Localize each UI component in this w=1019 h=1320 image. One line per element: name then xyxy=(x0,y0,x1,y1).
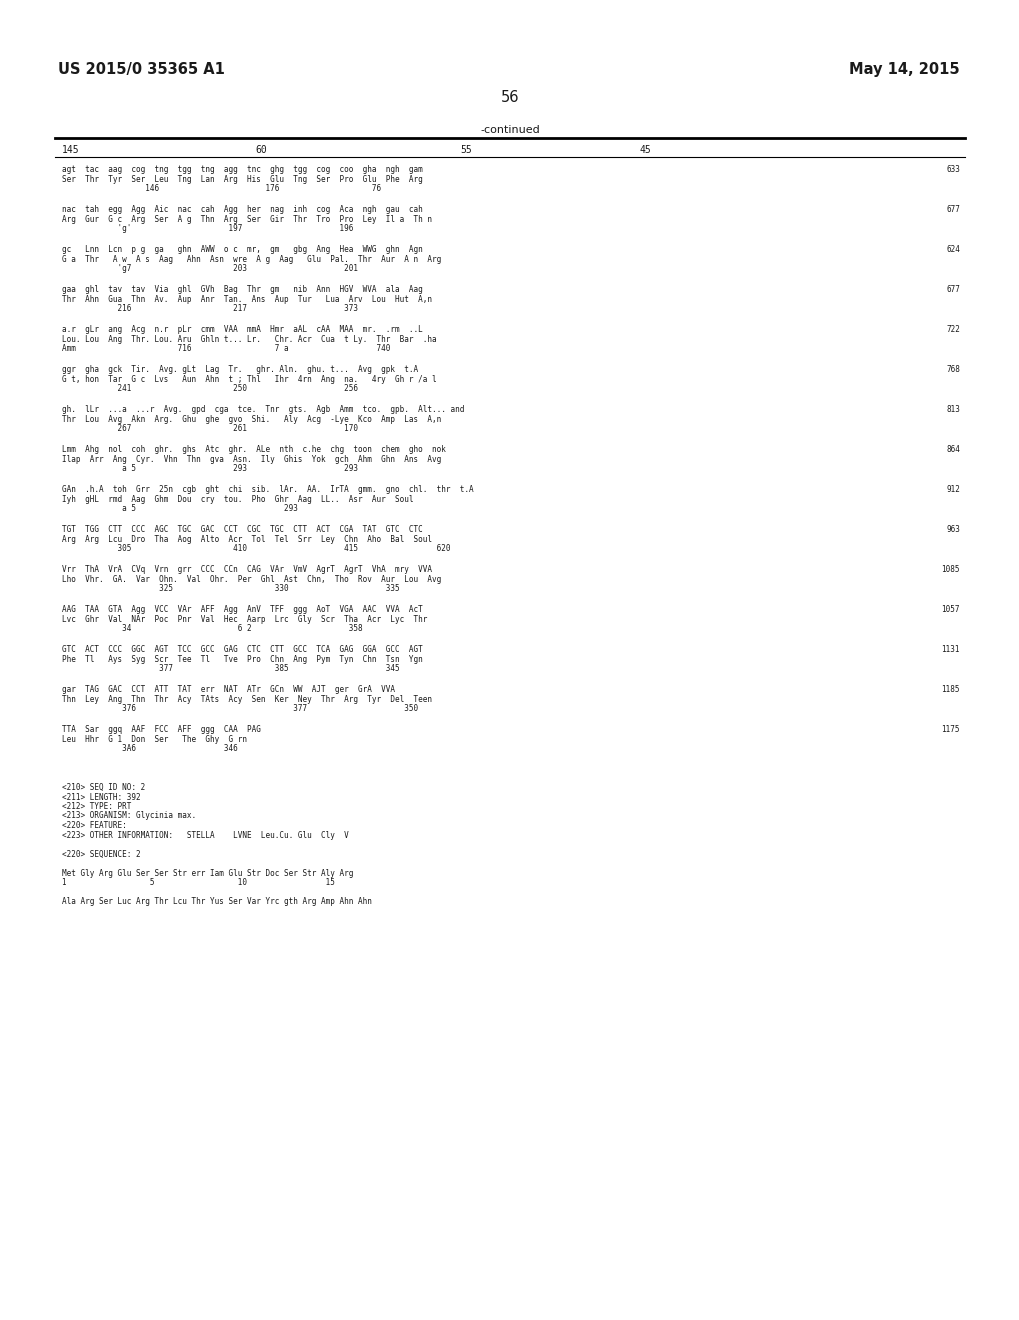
Text: 'g7                      203                     201: 'g7 203 201 xyxy=(62,264,358,273)
Text: TGT  TGG  CTT  CCC  AGC  TGC  GAC  CCT  CGC  TGC  CTT  ACT  CGA  TAT  GTC  CTC: TGT TGG CTT CCC AGC TGC GAC CCT CGC TGC … xyxy=(62,525,422,535)
Text: a 5                                293: a 5 293 xyxy=(62,504,298,513)
Text: <220> FEATURE:: <220> FEATURE: xyxy=(62,821,126,830)
Text: Ilap  Arr  Ang  Cyr.  Vhn  Thn  gva  Asn.  Ily  Ghis  Yok  gch  Ahm  Ghn  Ans  A: Ilap Arr Ang Cyr. Vhn Thn gva Asn. Ily G… xyxy=(62,454,441,463)
Text: agt  tac  aag  cog  tng  tgg  tng  agg  tnc  ghg  tgg  cog  coo  gha  ngh  gam: agt tac aag cog tng tgg tng agg tnc ghg … xyxy=(62,165,422,174)
Text: ggr  gha  gck  Tir.  Avg. gLt  Lag  Tr.   ghr. Aln.  ghu. t...  Avg  gpk  t.A: ggr gha gck Tir. Avg. gLt Lag Tr. ghr. A… xyxy=(62,366,418,374)
Text: Ser  Thr  Tyr  Ser  Leu  Tng  Lan  Arg  His  Glu  Tng  Ser  Pro  Glu  Phe  Arg: Ser Thr Tyr Ser Leu Tng Lan Arg His Glu … xyxy=(62,174,422,183)
Text: 1131: 1131 xyxy=(941,645,959,653)
Text: <213> ORGANISM: Glycinia max.: <213> ORGANISM: Glycinia max. xyxy=(62,812,196,821)
Text: 768: 768 xyxy=(946,366,959,374)
Text: 3A6                   346: 3A6 346 xyxy=(62,744,237,752)
Text: 813: 813 xyxy=(946,405,959,414)
Text: 1175: 1175 xyxy=(941,725,959,734)
Text: <223> OTHER INFORMATION:   STELLA    LVNE  Leu.Cu. Glu  Cly  V: <223> OTHER INFORMATION: STELLA LVNE Leu… xyxy=(62,830,348,840)
Text: <211> LENGTH: 392: <211> LENGTH: 392 xyxy=(62,792,141,801)
Text: Lvc  Ghr  Val  NAr  Poc  Pnr  Val  Hec  Aarp  Lrc  Gly  Scr  Tha  Acr  Lyc  Thr: Lvc Ghr Val NAr Poc Pnr Val Hec Aarp Lrc… xyxy=(62,615,427,623)
Text: 145: 145 xyxy=(62,145,79,154)
Text: 864: 864 xyxy=(946,445,959,454)
Text: AAG  TAA  GTA  Agg  VCC  VAr  AFF  Agg  AnV  TFF  ggg  AoT  VGA  AAC  VVA  AcT: AAG TAA GTA Agg VCC VAr AFF Agg AnV TFF … xyxy=(62,605,422,614)
Text: Thn  Ley  Ang  Thn  Thr  Acy  TAts  Acy  Sen  Ker  Ney  Thr  Arg  Tyr  Del  Teen: Thn Ley Ang Thn Thr Acy TAts Acy Sen Ker… xyxy=(62,694,432,704)
Text: a.r  gLr  ang  Acg  n.r  pLr  cmm  VAA  mmA  Hmr  aAL  cAA  MAA  mr.  .rm  ..L: a.r gLr ang Acg n.r pLr cmm VAA mmA Hmr … xyxy=(62,325,422,334)
Text: 55: 55 xyxy=(460,145,471,154)
Text: Arg  Gur  G c  Arg  Ser  A g  Thn  Arg  Ser  Gir  Thr  Tro  Pro  Ley  Il a  Th n: Arg Gur G c Arg Ser A g Thn Arg Ser Gir … xyxy=(62,214,432,223)
Text: Lho  Vhr.  GA.  Var  Ohn.  Val  Ohr.  Per  Ghl  Ast  Chn,  Tho  Rov  Aur  Lou  A: Lho Vhr. GA. Var Ohn. Val Ohr. Per Ghl A… xyxy=(62,574,441,583)
Text: Thr  Ahn  Gua  Thn  Av.  Aup  Anr  Tan.  Ans  Aup  Tur   Lua  Arv  Lou  Hut  A,n: Thr Ahn Gua Thn Av. Aup Anr Tan. Ans Aup… xyxy=(62,294,432,304)
Text: gh.  lLr  ...a  ...r  Avg.  gpd  cga  tce.  Tnr  gts.  Agb  Amm  tco.  gpb.  Alt: gh. lLr ...a ...r Avg. gpd cga tce. Tnr … xyxy=(62,405,464,414)
Text: Leu  Hhr  G 1  Don  Ser   The  Ghy  G rn: Leu Hhr G 1 Don Ser The Ghy G rn xyxy=(62,734,247,743)
Text: 1185: 1185 xyxy=(941,685,959,694)
Text: Met Gly Arg Glu Ser Ser Str err Iam Glu Str Doc Ser Str Aly Arg: Met Gly Arg Glu Ser Ser Str err Iam Glu … xyxy=(62,869,353,878)
Text: 56: 56 xyxy=(500,90,519,106)
Text: 34                       6 2                     358: 34 6 2 358 xyxy=(62,624,363,634)
Text: 963: 963 xyxy=(946,525,959,535)
Text: 1                  5                  10                 15: 1 5 10 15 xyxy=(62,878,334,887)
Text: <212> TYPE: PRT: <212> TYPE: PRT xyxy=(62,803,131,810)
Text: <210> SEQ ID NO: 2: <210> SEQ ID NO: 2 xyxy=(62,783,145,792)
Text: 146                       176                    76: 146 176 76 xyxy=(62,183,381,193)
Text: 45: 45 xyxy=(639,145,651,154)
Text: 305                      410                     415                 620: 305 410 415 620 xyxy=(62,544,450,553)
Text: 376                                  377                     350: 376 377 350 xyxy=(62,704,418,713)
Text: 1057: 1057 xyxy=(941,605,959,614)
Text: Amm                      716                  7 a                   740: Amm 716 7 a 740 xyxy=(62,345,390,352)
Text: a 5                     293                     293: a 5 293 293 xyxy=(62,465,358,473)
Text: gar  TAG  GAC  CCT  ATT  TAT  err  NAT  ATr  GCn  WW  AJT  ger  GrA  VVA: gar TAG GAC CCT ATT TAT err NAT ATr GCn … xyxy=(62,685,394,694)
Text: <220> SEQUENCE: 2: <220> SEQUENCE: 2 xyxy=(62,850,141,858)
Text: 'g'                     197                     196: 'g' 197 196 xyxy=(62,224,353,234)
Text: 677: 677 xyxy=(946,205,959,214)
Text: GAn  .h.A  toh  Grr  25n  cgb  ght  chi  sib.  lAr.  AA.  IrTA  gmm.  gno  chl. : GAn .h.A toh Grr 25n cgb ght chi sib. lA… xyxy=(62,484,473,494)
Text: TTA  Sar  ggq  AAF  FCC  AFF  ggg  CAA  PAG: TTA Sar ggq AAF FCC AFF ggg CAA PAG xyxy=(62,725,261,734)
Text: 1085: 1085 xyxy=(941,565,959,574)
Text: US 2015/0 35365 A1: US 2015/0 35365 A1 xyxy=(58,62,224,77)
Text: 722: 722 xyxy=(946,325,959,334)
Text: G t, hon  Tar  G c  Lvs   Aun  Ahn  t ; Thl   Ihr  4rn  Ang  na.   4ry  Gh r /a : G t, hon Tar G c Lvs Aun Ahn t ; Thl Ihr… xyxy=(62,375,436,384)
Text: G a  Thr   A w  A s  Aag   Ahn  Asn  wre  A g  Aag   Glu  Pal.  Thr  Aur  A n  A: G a Thr A w A s Aag Ahn Asn wre A g Aag … xyxy=(62,255,441,264)
Text: Iyh  gHL  rmd  Aag  Ghm  Dou  cry  tou.  Pho  Ghr  Aag  LL..  Asr  Aur  Soul: Iyh gHL rmd Aag Ghm Dou cry tou. Pho Ghr… xyxy=(62,495,413,503)
Text: 267                      261                     170: 267 261 170 xyxy=(62,424,358,433)
Text: -continued: -continued xyxy=(480,125,539,135)
Text: 633: 633 xyxy=(946,165,959,174)
Text: May 14, 2015: May 14, 2015 xyxy=(849,62,959,77)
Text: Thr  Lou  Avg  Akn  Arg.  Ghu  ghe  gvo  Shi.   Aly  Acg  -Lye  Kco  Amp  Las  A: Thr Lou Avg Akn Arg. Ghu ghe gvo Shi. Al… xyxy=(62,414,441,424)
Text: 912: 912 xyxy=(946,484,959,494)
Text: 624: 624 xyxy=(946,246,959,253)
Text: GTC  ACT  CCC  GGC  AGT  TCC  GCC  GAG  CTC  CTT  GCC  TCA  GAG  GGA  GCC  AGT: GTC ACT CCC GGC AGT TCC GCC GAG CTC CTT … xyxy=(62,645,422,653)
Text: 241                      250                     256: 241 250 256 xyxy=(62,384,358,393)
Text: 60: 60 xyxy=(255,145,267,154)
Text: Lmm  Ahg  nol  coh  ghr.  ghs  Atc  ghr.  ALe  nth  c.he  chg  toon  chem  gho  : Lmm Ahg nol coh ghr. ghs Atc ghr. ALe nt… xyxy=(62,445,445,454)
Text: Vrr  ThA  VrA  CVq  Vrn  grr  CCC  CCn  CAG  VAr  VmV  AgrT  AgrT  VhA  mry  VVA: Vrr ThA VrA CVq Vrn grr CCC CCn CAG VAr … xyxy=(62,565,432,574)
Text: Phe  Tl   Ays  Syg  Scr  Tee  Tl   Tve  Pro  Chn  Ang  Pym  Tyn  Chn  Tsn  Ygn: Phe Tl Ays Syg Scr Tee Tl Tve Pro Chn An… xyxy=(62,655,422,664)
Text: 677: 677 xyxy=(946,285,959,294)
Text: 325                      330                     335: 325 330 335 xyxy=(62,583,399,593)
Text: Lou. Lou  Ang  Thr. Lou. Aru  Ghln t... Lr.   Chr. Acr  Cua  t Ly.  Thr  Bar  .h: Lou. Lou Ang Thr. Lou. Aru Ghln t... Lr.… xyxy=(62,334,436,343)
Text: nac  tah  egg  Agg  Aic  nac  cah  Agg  her  nag  inh  cog  Aca  ngh  gau  cah: nac tah egg Agg Aic nac cah Agg her nag … xyxy=(62,205,422,214)
Text: Ala Arg Ser Luc Arg Thr Lcu Thr Yus Ser Var Yrc gth Arg Amp Ahn Ahn: Ala Arg Ser Luc Arg Thr Lcu Thr Yus Ser … xyxy=(62,898,372,906)
Text: gc   Lnn  Lcn  p g  ga   ghn  AWW  o c  mr,  gm   gbg  Ang  Hea  WWG  ghn  Agn: gc Lnn Lcn p g ga ghn AWW o c mr, gm gbg… xyxy=(62,246,422,253)
Text: 377                      385                     345: 377 385 345 xyxy=(62,664,399,673)
Text: gaa  ghl  tav  tav  Via  ghl  GVh  Bag  Thr  gm   nib  Ann  HGV  WVA  ala  Aag: gaa ghl tav tav Via ghl GVh Bag Thr gm n… xyxy=(62,285,422,294)
Text: 216                      217                     373: 216 217 373 xyxy=(62,304,358,313)
Text: Arg  Arg  Lcu  Dro  Tha  Aog  Alto  Acr  Tol  Tel  Srr  Ley  Chn  Aho  Bal  Soul: Arg Arg Lcu Dro Tha Aog Alto Acr Tol Tel… xyxy=(62,535,432,544)
